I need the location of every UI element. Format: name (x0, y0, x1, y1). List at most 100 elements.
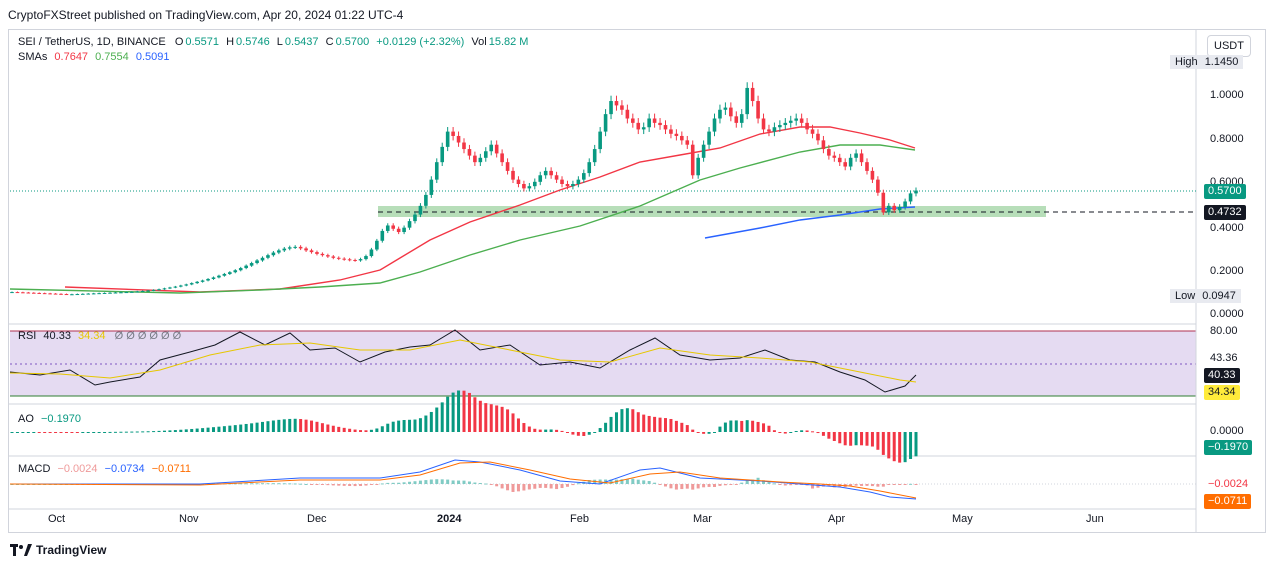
candle-body[interactable] (794, 118, 798, 121)
candle-body[interactable] (440, 146, 445, 163)
candle-body[interactable] (260, 257, 265, 261)
candle-body[interactable] (854, 153, 858, 158)
candle-body[interactable] (353, 259, 357, 261)
candle-body[interactable] (304, 248, 308, 251)
candle-body[interactable] (157, 289, 161, 291)
candle-body[interactable] (189, 283, 194, 285)
candle-body[interactable] (173, 286, 178, 288)
candle-body[interactable] (315, 252, 319, 254)
candle-body[interactable] (816, 133, 820, 141)
candle-body[interactable] (385, 225, 390, 231)
candle-body[interactable] (407, 221, 412, 228)
candle-body[interactable] (195, 281, 199, 284)
candle-body[interactable] (772, 127, 777, 132)
candle-body[interactable] (494, 144, 499, 154)
candle-body[interactable] (603, 114, 608, 132)
candle-body[interactable] (108, 292, 112, 294)
candle-body[interactable] (80, 293, 85, 295)
candle-body[interactable] (97, 293, 101, 295)
candle-body[interactable] (451, 131, 455, 136)
candle-body[interactable] (620, 105, 624, 110)
candle-body[interactable] (582, 173, 586, 180)
candle-body[interactable] (587, 162, 592, 174)
candle-body[interactable] (298, 246, 303, 249)
candle-body[interactable] (549, 170, 553, 176)
candle-body[interactable] (734, 116, 739, 123)
candle-body[interactable] (609, 101, 613, 115)
candle-body[interactable] (184, 284, 189, 286)
candle-body[interactable] (565, 184, 570, 187)
candle-body[interactable] (669, 129, 673, 134)
candle-body[interactable] (821, 140, 826, 150)
candle-body[interactable] (222, 273, 227, 276)
candle-body[interactable] (151, 289, 156, 291)
candle-body[interactable] (462, 142, 466, 150)
candle-body[interactable] (571, 184, 575, 187)
candle-body[interactable] (380, 230, 385, 241)
candle-body[interactable] (91, 293, 96, 295)
candle-body[interactable] (309, 250, 314, 253)
candle-body[interactable] (576, 179, 581, 184)
candle-body[interactable] (445, 131, 450, 147)
candle-body[interactable] (238, 268, 243, 271)
candle-body[interactable] (631, 118, 635, 123)
candle-body[interactable] (75, 294, 80, 296)
currency-button[interactable]: USDT (1207, 35, 1251, 57)
ao-legend[interactable]: AO −0.1970 (18, 413, 81, 425)
candle-body[interactable] (483, 151, 488, 158)
candle-body[interactable] (876, 179, 880, 193)
candle-body[interactable] (396, 228, 401, 233)
candle-body[interactable] (685, 140, 690, 145)
candle-body[interactable] (500, 153, 504, 163)
candle-body[interactable] (53, 293, 58, 295)
rsi-legend[interactable]: RSI 40.33 34.34 Ø Ø Ø Ø Ø Ø (18, 330, 181, 342)
candle-body[interactable] (42, 293, 47, 295)
macd-legend[interactable]: MACD −0.0024 −0.0734 −0.0711 (18, 463, 191, 475)
candle-body[interactable] (86, 293, 91, 295)
candle-body[interactable] (364, 256, 368, 260)
candle-body[interactable] (255, 260, 259, 264)
candle-body[interactable] (843, 162, 848, 167)
tradingview-logo[interactable]: TradingView (10, 543, 106, 557)
candle-body[interactable] (652, 118, 657, 123)
candle-body[interactable] (424, 194, 428, 206)
candle-body[interactable] (249, 263, 254, 266)
candle-body[interactable] (233, 270, 238, 273)
candle-body[interactable] (805, 122, 809, 130)
candle-body[interactable] (767, 129, 771, 132)
candle-body[interactable] (326, 255, 330, 257)
candle-body[interactable] (592, 149, 597, 163)
candle-body[interactable] (135, 291, 140, 293)
candle-body[interactable] (511, 170, 515, 180)
candle-body[interactable] (15, 292, 20, 294)
candle-body[interactable] (102, 292, 107, 294)
candle-body[interactable] (456, 135, 461, 143)
candle-body[interactable] (434, 162, 439, 180)
candle-body[interactable] (140, 290, 145, 292)
candle-body[interactable] (543, 170, 548, 176)
candle-body[interactable] (413, 214, 417, 222)
candle-body[interactable] (478, 157, 483, 163)
candle-body[interactable] (636, 122, 641, 130)
candle-body[interactable] (146, 290, 150, 292)
candle-body[interactable] (718, 109, 722, 119)
candle-body[interactable] (293, 246, 297, 248)
candle-body[interactable] (614, 101, 619, 106)
candle-body[interactable] (783, 122, 788, 126)
candle-body[interactable] (206, 278, 210, 281)
candle-body[interactable] (892, 205, 897, 211)
candle-body[interactable] (119, 292, 123, 294)
candle-body[interactable] (903, 201, 907, 207)
candle-body[interactable] (369, 249, 374, 257)
candle-body[interactable] (391, 225, 396, 229)
candle-body[interactable] (658, 122, 662, 126)
candle-body[interactable] (625, 109, 630, 119)
candle-body[interactable] (908, 193, 913, 202)
candle-body[interactable] (358, 259, 363, 261)
candle-body[interactable] (59, 293, 63, 295)
candle-body[interactable] (505, 162, 510, 171)
candle-body[interactable] (516, 179, 521, 184)
candle-body[interactable] (489, 144, 494, 152)
candle-body[interactable] (48, 293, 52, 295)
candle-body[interactable] (402, 227, 406, 233)
